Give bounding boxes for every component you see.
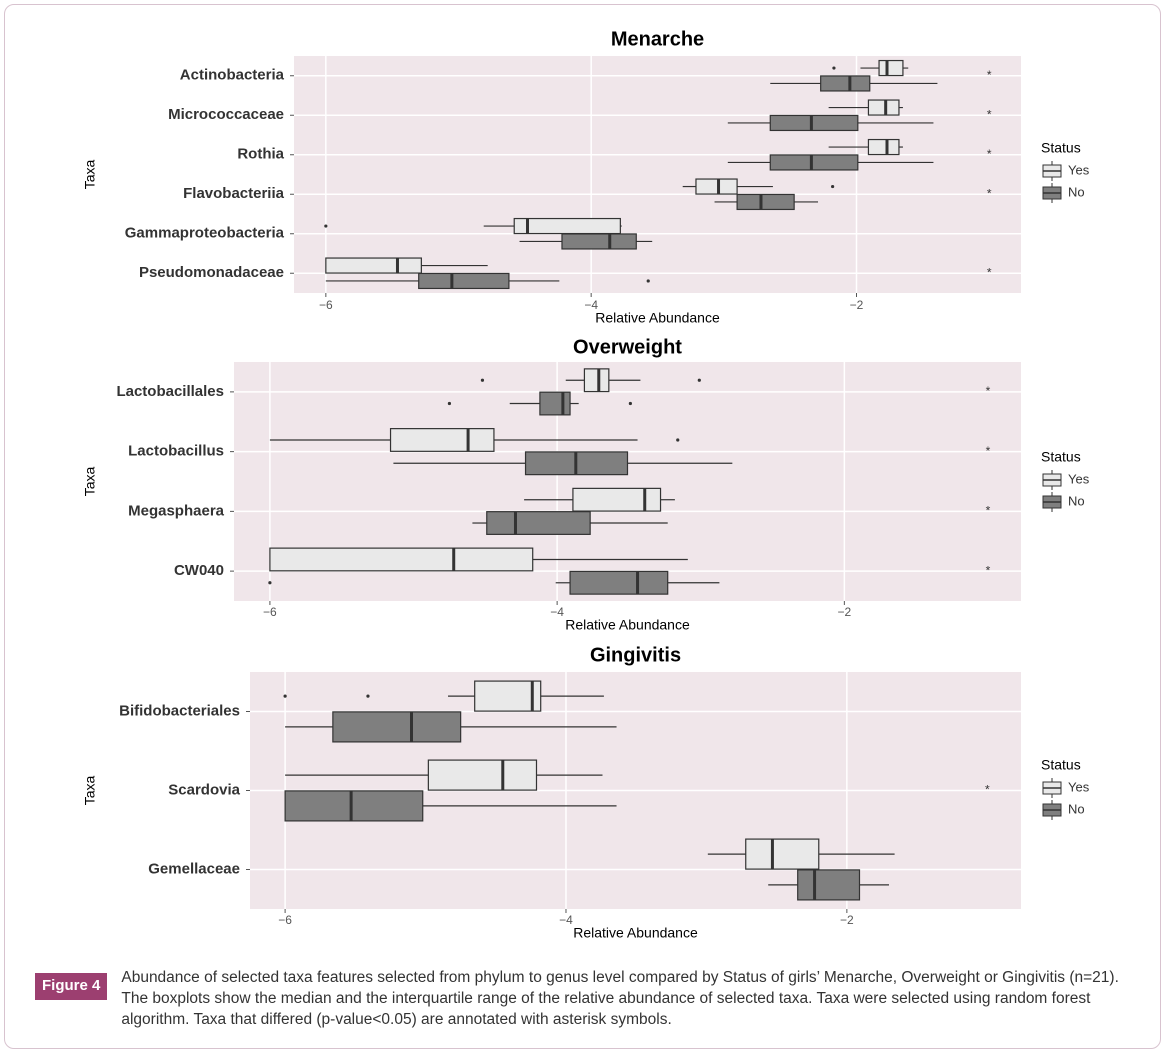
y-tick-label: Gammaproteobacteria: [125, 225, 285, 242]
caption: Abundance of selected taxa features sele…: [121, 969, 1119, 1028]
chart-title: Gingivitis: [590, 644, 681, 666]
x-axis-label: Relative Abundance: [565, 617, 690, 633]
x-tick-label: −2: [840, 913, 854, 927]
legend-label: Yes: [1068, 471, 1090, 486]
outlier: [268, 581, 272, 585]
legend-label: No: [1068, 184, 1085, 199]
x-tick-label: −6: [278, 913, 292, 927]
box: [332, 711, 462, 743]
y-tick-label: Lactobacillus: [128, 443, 224, 460]
legend-label: Yes: [1068, 162, 1090, 177]
legend-title: Status: [1041, 757, 1081, 773]
y-tick-label: Micrococcaceae: [168, 106, 284, 123]
box: [284, 790, 424, 822]
box: [797, 869, 861, 901]
x-tick-label: −6: [263, 605, 277, 619]
y-axis-label: Taxa: [82, 160, 98, 190]
significance-asterisk: *: [986, 563, 991, 577]
significance-asterisk: *: [986, 504, 991, 518]
legend-label: Yes: [1068, 779, 1090, 794]
box: [486, 511, 591, 535]
significance-asterisk: *: [987, 265, 992, 279]
significance-asterisk: *: [987, 107, 992, 121]
y-tick-label: Gemellaceae: [148, 860, 240, 877]
x-tick-label: −2: [838, 605, 852, 619]
y-tick-label: Scardovia: [168, 781, 240, 798]
box: [769, 154, 859, 171]
box: [325, 257, 422, 274]
y-tick-label: Bifidobacteriales: [119, 702, 240, 719]
y-tick-label: Megasphaera: [128, 502, 225, 519]
x-tick-label: −6: [319, 298, 333, 312]
box: [389, 428, 495, 452]
y-tick-label: Lactobacillales: [116, 383, 224, 400]
box: [745, 838, 820, 870]
legend-title: Status: [1041, 140, 1081, 156]
legend-title: Status: [1041, 449, 1081, 465]
significance-asterisk: *: [985, 783, 990, 797]
box: [418, 272, 510, 290]
box: [572, 487, 662, 512]
outlier: [366, 694, 370, 698]
x-tick-label: −2: [850, 298, 864, 312]
box: [769, 114, 859, 132]
box: [269, 547, 534, 572]
page: Menarche −6 −4 −2 Actinobacteria Micrococcace…: [4, 4, 1161, 1049]
chart-title: Menarche: [611, 28, 704, 50]
box: [867, 99, 900, 116]
y-tick-label: Rothia: [237, 146, 284, 163]
significance-asterisk: *: [987, 186, 992, 200]
x-tick-label: −4: [584, 298, 598, 312]
outlier: [646, 279, 650, 283]
x-tick-label: −4: [559, 913, 573, 927]
x-axis-label: Relative Abundance: [595, 310, 720, 326]
y-tick-label: CW040: [174, 562, 224, 579]
outlier: [831, 184, 835, 189]
box: [427, 759, 538, 791]
legend-label: No: [1068, 493, 1085, 508]
y-tick-label: Flavobacteriia: [183, 185, 285, 202]
y-axis-label: Taxa: [82, 467, 98, 497]
box: [820, 75, 871, 92]
box: [569, 570, 669, 595]
box: [513, 217, 621, 235]
outlier: [832, 66, 836, 70]
significance-asterisk: *: [986, 384, 991, 398]
box: [736, 193, 795, 211]
significance-asterisk: *: [986, 444, 991, 458]
box: [878, 59, 904, 77]
y-axis-label: Taxa: [82, 776, 98, 806]
outlier: [283, 694, 287, 698]
x-tick-label: −4: [550, 605, 564, 619]
caption-block: Figure 4 Abundance of selected taxa feat…: [35, 967, 1145, 1030]
chart-title: Overweight: [573, 336, 682, 358]
figure: Menarche −6 −4 −2 Actinobacteria Micrococcace…: [82, 28, 1090, 941]
box: [695, 178, 738, 195]
y-tick-label: Actinobacteria: [180, 67, 285, 84]
significance-asterisk: *: [987, 147, 992, 161]
x-axis-label: Relative Abundance: [573, 925, 698, 941]
figure-label: Figure 4: [35, 973, 108, 1000]
box: [539, 391, 571, 416]
box: [474, 680, 542, 712]
plot-background: [294, 56, 1021, 293]
outlier: [324, 224, 328, 228]
outlier: [628, 401, 632, 406]
box: [561, 233, 637, 250]
y-tick-label: Pseudomonadaceae: [139, 264, 284, 281]
significance-asterisk: *: [987, 68, 992, 82]
box: [583, 368, 610, 393]
outlier: [447, 401, 452, 406]
outlier: [697, 378, 701, 382]
box: [867, 138, 900, 156]
outlier: [676, 438, 680, 442]
legend-label: No: [1068, 801, 1085, 816]
outlier: [480, 378, 485, 382]
